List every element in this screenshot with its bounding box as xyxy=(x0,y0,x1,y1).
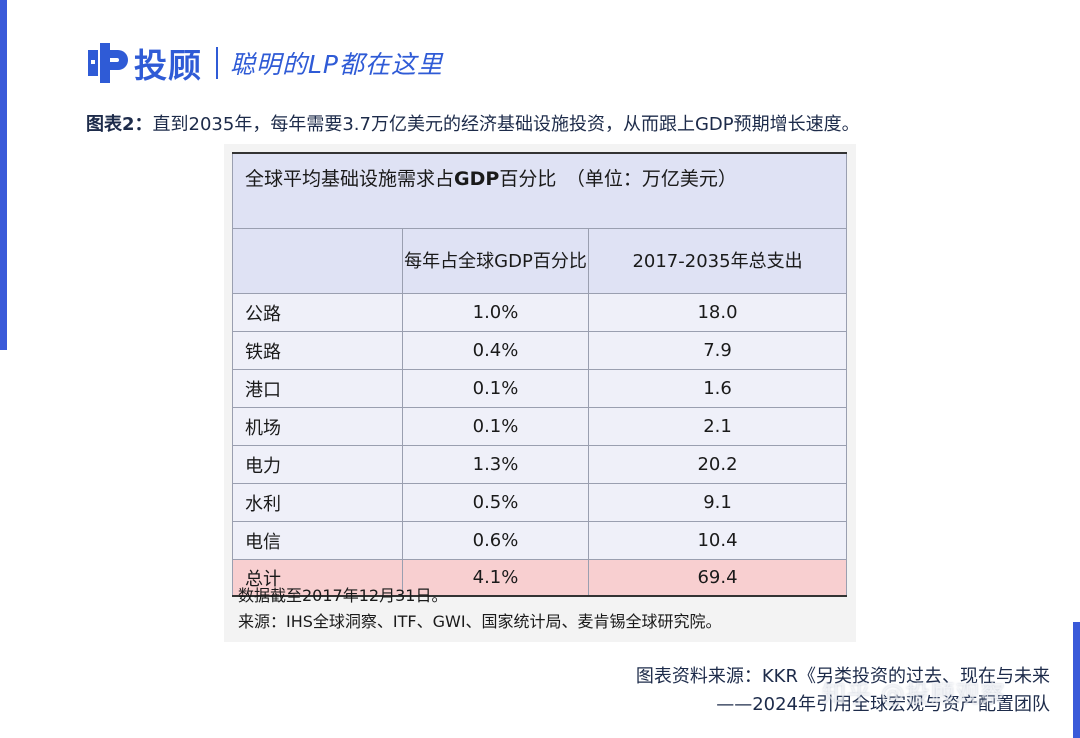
row-total: 20.2 xyxy=(587,445,848,484)
table-title-bold: GDP xyxy=(454,168,500,190)
brand-slogan: 聪明的LP都在这里 xyxy=(230,50,444,79)
total-name: 总计 xyxy=(232,559,403,597)
header-cell-total: 2017-2035年总支出 xyxy=(587,228,848,294)
date-note: 数据截至2017年12月31日。 xyxy=(238,586,448,605)
table-row: 港口 0.1% 1.6 xyxy=(232,369,848,408)
table-row: 水利 0.5% 9.1 xyxy=(232,483,848,522)
table-header-row: 每年占全球GDP百分比 2017-2035年总支出 xyxy=(232,228,848,294)
figure-caption: 图表2：直到2035年，每年需要3.7万亿美元的经济基础设施投资，从而跟上GDP… xyxy=(86,110,860,136)
row-name: 公路 xyxy=(232,293,403,332)
row-pct: 0.1% xyxy=(402,369,589,408)
row-total: 10.4 xyxy=(587,521,848,560)
row-total: 18.0 xyxy=(587,293,848,332)
row-name: 机场 xyxy=(232,407,403,446)
row-name: 电力 xyxy=(232,445,403,484)
right-accent-bar xyxy=(1073,622,1080,738)
left-accent-bar xyxy=(0,0,7,350)
table-title: 全球平均基础设施需求占GDP百分比 （单位：万亿美元） xyxy=(231,152,848,229)
row-total: 2.1 xyxy=(587,407,848,446)
brand-name: 投顾 xyxy=(134,46,202,85)
row-total: 9.1 xyxy=(587,483,848,522)
brand-logo: 投顾 聪明的LP都在这里 xyxy=(86,40,443,86)
table-row: 公路 1.0% 18.0 xyxy=(232,293,848,332)
header-cell-empty xyxy=(232,228,403,294)
row-total: 7.9 xyxy=(587,331,848,370)
row-pct: 0.4% xyxy=(402,331,589,370)
logo-divider xyxy=(216,47,218,79)
table-row: 铁路 0.4% 7.9 xyxy=(232,331,848,370)
brand-mark-icon xyxy=(88,43,128,83)
row-name: 港口 xyxy=(232,369,403,408)
total-pct: 4.1% xyxy=(402,559,589,597)
row-total: 1.6 xyxy=(587,369,848,408)
table-title-suffix: 百分比 （单位：万亿美元） xyxy=(499,168,737,190)
table-row: 机场 0.1% 2.1 xyxy=(232,407,848,446)
row-pct: 0.1% xyxy=(402,407,589,446)
row-name: 铁路 xyxy=(232,331,403,370)
caption-text: 直到2035年，每年需要3.7万亿美元的经济基础设施投资，从而跟上GDP预期增长… xyxy=(152,114,860,135)
total-total: 69.4 xyxy=(587,559,848,597)
table-card: 全球平均基础设施需求占GDP百分比 （单位：万亿美元） 每年占全球GDP百分比 … xyxy=(224,144,856,642)
table-total-row: 总计 4.1% 69.4 xyxy=(232,559,848,597)
source-note: 来源：IHS全球洞察、ITF、GWI、国家统计局、麦肯锡全球研究院。 xyxy=(238,612,722,631)
table-row: 电力 1.3% 20.2 xyxy=(232,445,848,484)
row-pct: 1.0% xyxy=(402,293,589,332)
row-name: 水利 xyxy=(232,483,403,522)
row-pct: 0.5% xyxy=(402,483,589,522)
row-pct: 1.3% xyxy=(402,445,589,484)
header-cell-pct: 每年占全球GDP百分比 xyxy=(402,228,589,294)
footer-source-line-1: 图表资料来源：KKR《另类投资的过去、现在与未来 xyxy=(635,666,1050,687)
row-pct: 0.6% xyxy=(402,521,589,560)
footer-source-line-2: ——2024年引用全球宏观与资产配置团队 xyxy=(716,694,1050,715)
table-row: 电信 0.6% 10.4 xyxy=(232,521,848,560)
caption-label: 图表2： xyxy=(86,114,153,135)
table-title-prefix: 全球平均基础设施需求占 xyxy=(245,168,455,190)
row-name: 电信 xyxy=(232,521,403,560)
infrastructure-table: 全球平均基础设施需求占GDP百分比 （单位：万亿美元） 每年占全球GDP百分比 … xyxy=(231,152,848,597)
